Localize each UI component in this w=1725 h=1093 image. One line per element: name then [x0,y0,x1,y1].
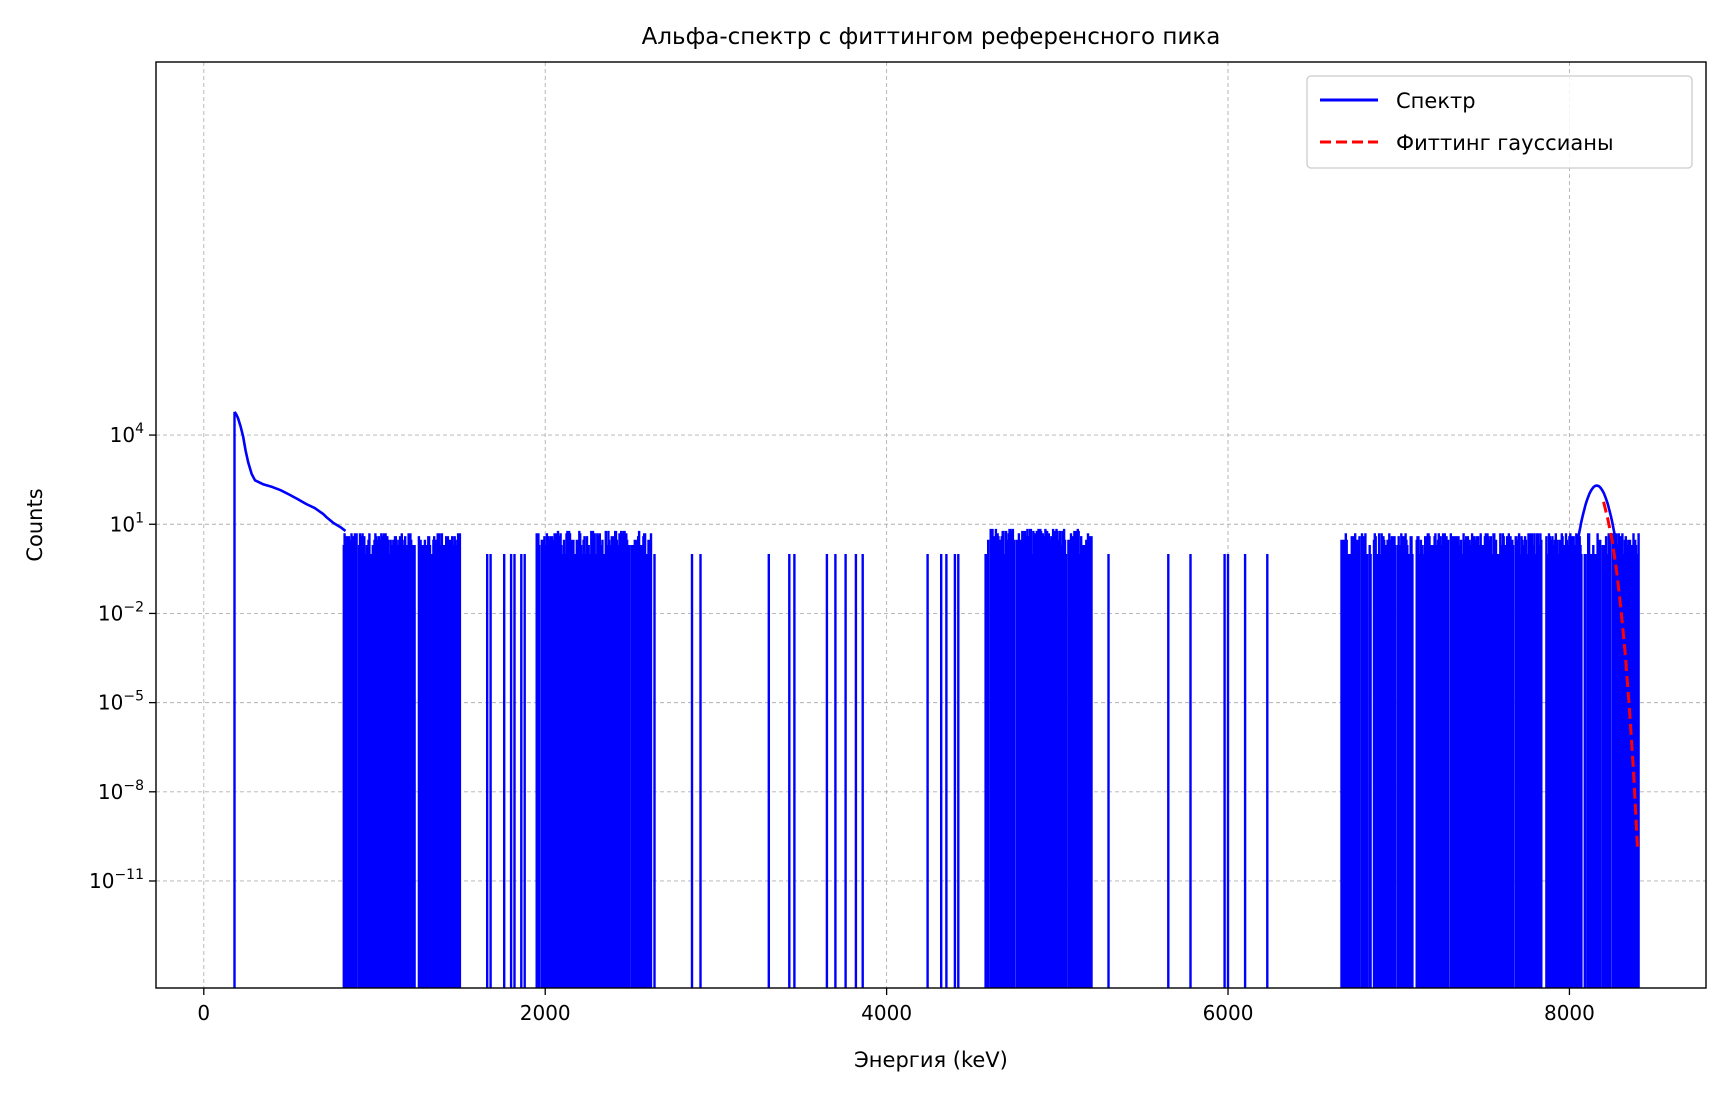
y-tick-label: 10−5 [98,689,144,715]
legend-label-gaussian-fit: Фиттинг гауссианы [1396,131,1614,155]
legend-box [1306,75,1693,169]
series-gaussian-fit-line [1602,501,1640,852]
y-tick-label: 101 [110,510,144,536]
y-tick-label: 10−11 [89,867,144,893]
chart-title: Альфа-спектр с фиттингом референсного пи… [642,24,1221,50]
y-tick-label: 10−2 [98,599,144,625]
x-tick-label: 0 [197,1001,210,1025]
spectrum-noise-bars [233,411,1640,988]
y-axis-ticks: 104 101 10−2 10−5 10−8 10−11 [89,421,156,893]
spectrum-reference-peak [1569,484,1621,556]
x-tick-label: 6000 [1203,1001,1254,1025]
series-spectrum-line [233,411,347,532]
spectrum-count-bars [233,411,1640,988]
y-axis-label: Counts [23,488,47,561]
x-axis-label: Энергия (keV) [854,1048,1008,1072]
y-tick-label: 104 [110,421,144,447]
legend: Спектр Фиттинг гауссианы [1306,75,1693,169]
legend-label-spectrum: Спектр [1396,89,1476,113]
x-axis-ticks: 0 2000 4000 6000 8000 [197,988,1595,1025]
y-tick-label: 10−8 [98,778,144,804]
x-tick-label: 8000 [1544,1001,1595,1025]
x-tick-label: 4000 [861,1001,912,1025]
plot-frame [155,61,1707,989]
x-tick-label: 2000 [520,1001,571,1025]
